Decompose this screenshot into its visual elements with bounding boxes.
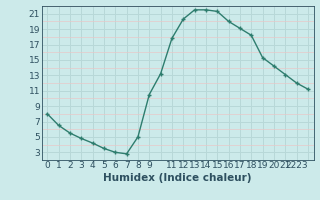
X-axis label: Humidex (Indice chaleur): Humidex (Indice chaleur) [103,173,252,183]
